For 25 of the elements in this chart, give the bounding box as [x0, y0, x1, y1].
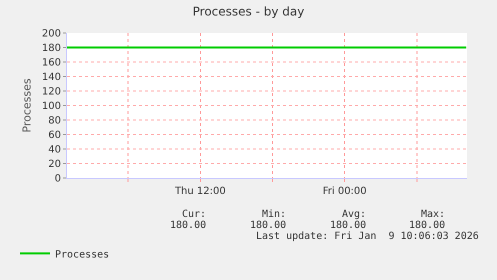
y-tick-label: 20: [48, 159, 61, 170]
y-tick-label: 0: [54, 174, 61, 184]
y-tick-label: 80: [48, 116, 61, 126]
text: 180.00: [250, 220, 286, 231]
chart-title: Processes - by day: [192, 4, 304, 18]
y-tick-label: 60: [48, 130, 61, 141]
y-tick-label: 120: [42, 86, 61, 98]
y-tick-label: 180: [42, 43, 61, 54]
y-tick-label: 40: [48, 144, 61, 156]
y-tick-label: 200: [42, 28, 61, 40]
y-tick-label: 140: [42, 72, 61, 83]
text: 180.00: [330, 220, 366, 231]
text: Avg:: [342, 209, 366, 220]
x-tick-label: Thu 12:00: [174, 186, 226, 197]
text: Cur:: [182, 209, 206, 220]
text: Last update: Fri Jan 9 10:06:03 2026: [256, 231, 479, 242]
text: Min:: [262, 209, 286, 220]
legend-label: Processes: [55, 249, 110, 260]
y-tick-label: 160: [42, 58, 61, 68]
text: 180.00: [409, 220, 446, 231]
text: 180.00: [170, 220, 206, 231]
text: Max:: [421, 209, 446, 220]
x-tick-label: Fri 00:00: [322, 186, 367, 197]
y-axis-title: Processes: [20, 78, 34, 133]
y-tick-label: 100: [42, 101, 61, 112]
